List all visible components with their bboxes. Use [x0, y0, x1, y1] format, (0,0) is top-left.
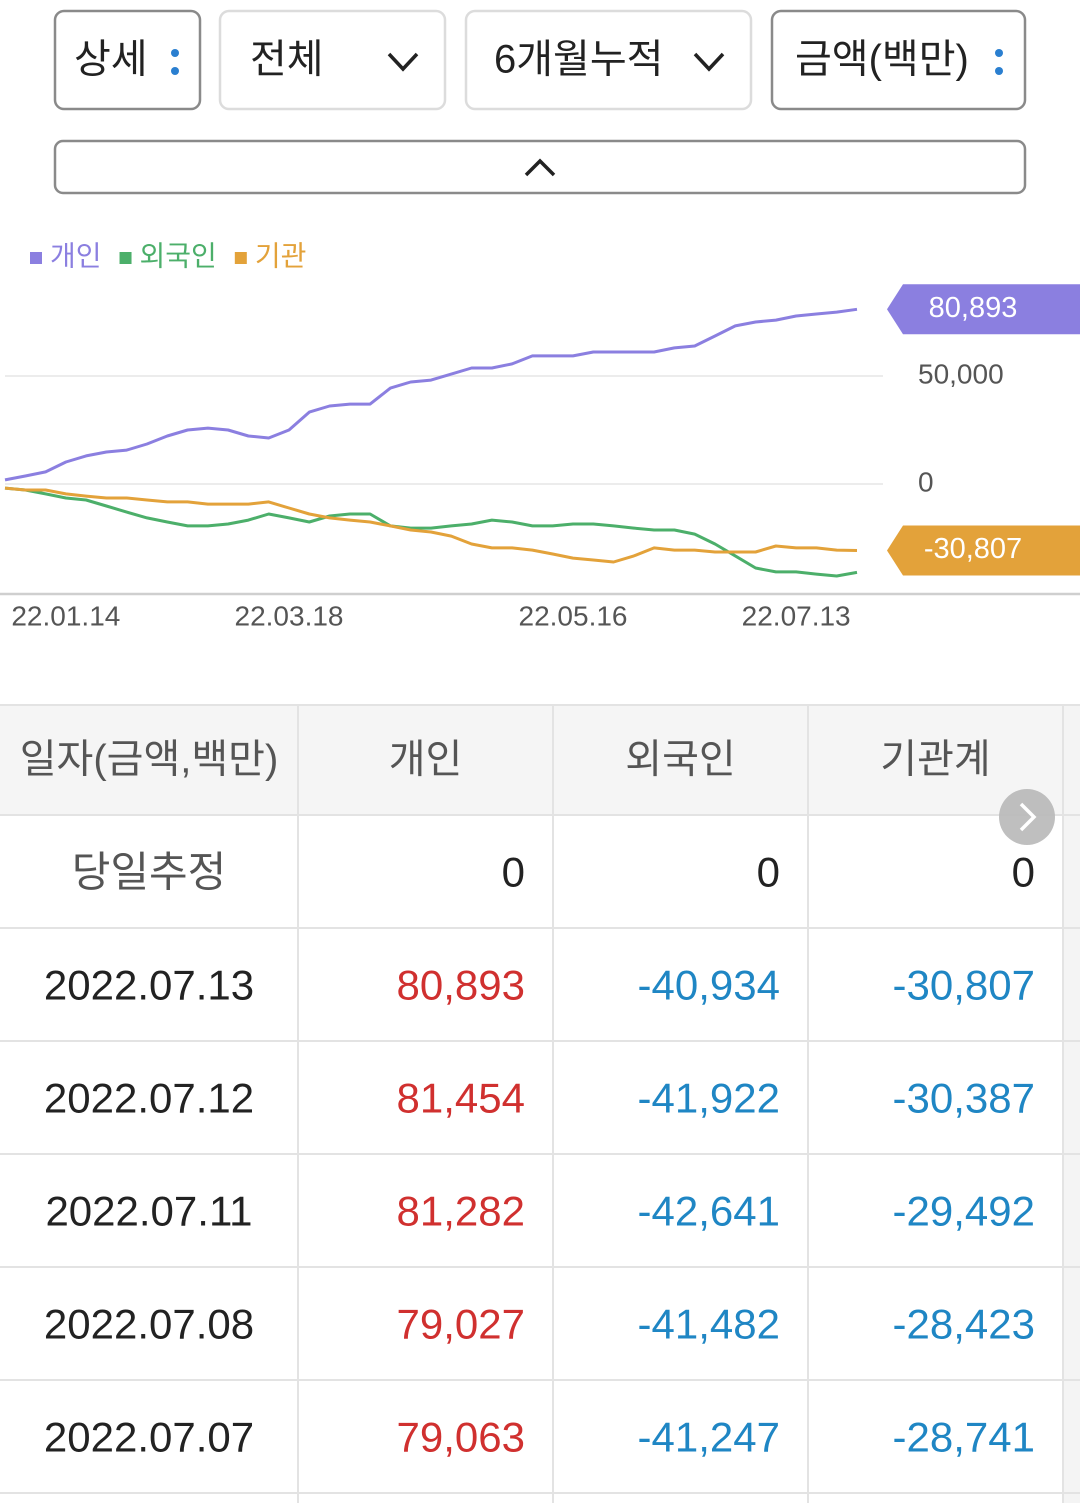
date-cell: 2022.07.11: [45, 1188, 252, 1235]
menu-dot: [995, 67, 1003, 75]
value-cell: 80,893: [397, 962, 525, 1009]
date-cell: 2022.07.08: [44, 1301, 254, 1348]
value-cell: -30,807: [893, 962, 1035, 1009]
detail-button[interactable]: 상세: [53, 9, 202, 111]
date-cell: 2022.07.12: [44, 1075, 254, 1122]
value-tag-label: 80,893: [929, 292, 1018, 324]
legend-label: 개인: [50, 240, 102, 271]
x-tick-label: 22.01.14: [11, 600, 120, 631]
value-cell: -29,492: [893, 1188, 1035, 1235]
table-header-bg: [0, 705, 1080, 815]
period-dropdown[interactable]: 6개월누적: [464, 9, 753, 111]
button-frame[interactable]: [464, 9, 753, 111]
collapse-frame[interactable]: [53, 139, 1027, 195]
legend-swatch: [119, 252, 132, 264]
scroll-right-button[interactable]: [999, 789, 1055, 845]
value-cell: 79,063: [397, 1414, 525, 1461]
date-cell: 2022.07.13: [44, 962, 254, 1009]
date-cell: 2022.07.07: [44, 1414, 254, 1461]
legend-label: 기관: [255, 240, 307, 271]
x-tick-label: 22.05.16: [519, 600, 628, 631]
value-cell: -41,247: [638, 1414, 780, 1461]
series-line: [4, 307, 858, 482]
menu-dot: [171, 67, 179, 75]
button-frame[interactable]: [218, 9, 447, 111]
table-header-cell: 외국인: [625, 738, 735, 782]
button-label[interactable]: 전체: [250, 38, 324, 82]
y-tick-label: 50,000: [918, 358, 1004, 389]
button-label[interactable]: 금액(백만): [795, 38, 969, 82]
value-cell: 0: [502, 849, 525, 896]
chevron-right: [1019, 802, 1037, 832]
series-line: [4, 486, 858, 578]
x-tick-label: 22.07.13: [742, 600, 851, 631]
value-tag: [887, 525, 1080, 576]
value-cell: -30,387: [893, 1075, 1035, 1122]
value-cell: -41,482: [638, 1301, 780, 1348]
chevron-up: [524, 158, 556, 177]
value-cell: 81,454: [397, 1075, 525, 1122]
button-frame[interactable]: [770, 9, 1027, 111]
date-cell: 당일추정: [72, 849, 227, 896]
value-cell: 81,282: [397, 1188, 525, 1235]
chart: 0 50,000 22.01.14 22.03.18 22.05.16 22.07.13 개…: [0, 240, 1080, 631]
menu-dot: [995, 49, 1003, 57]
legend-swatch: [30, 252, 42, 264]
chevron-down: [693, 52, 725, 72]
value-cell: -28,423: [893, 1301, 1035, 1348]
collapse-bar[interactable]: [53, 139, 1027, 195]
value-tag-label: -30,807: [924, 533, 1022, 565]
legend-label: 외국인: [140, 240, 217, 271]
series-line: [4, 486, 858, 564]
value-cell: 0: [757, 849, 780, 896]
table-header-cell: 기관계: [880, 738, 990, 782]
button-label[interactable]: 6개월누적: [494, 38, 663, 82]
value-cell: -28,741: [893, 1414, 1035, 1461]
value-tag: [887, 284, 1080, 335]
table-header-cell: 개인: [389, 738, 463, 782]
value-cell: 79,027: [397, 1301, 525, 1348]
button-frame[interactable]: [53, 9, 202, 111]
scroll-circle[interactable]: [999, 789, 1055, 845]
table-header-cell: 일자(금액,백만): [20, 738, 279, 782]
unit-button[interactable]: 금액(백만): [770, 9, 1027, 111]
legend-swatch: [234, 252, 247, 264]
chevron-down: [387, 52, 419, 72]
menu-dot: [171, 49, 179, 57]
x-tick-label: 22.03.18: [235, 600, 344, 631]
value-cell: -40,934: [638, 962, 780, 1009]
value-cell: -41,922: [638, 1075, 780, 1122]
button-label[interactable]: 상세: [74, 38, 148, 82]
scope-dropdown[interactable]: 전체: [218, 9, 447, 111]
table-edge: [1063, 705, 1080, 1503]
value-cell: -42,641: [638, 1188, 780, 1235]
value-cell: 0: [1012, 849, 1035, 896]
y-tick-label: 0: [918, 466, 934, 497]
